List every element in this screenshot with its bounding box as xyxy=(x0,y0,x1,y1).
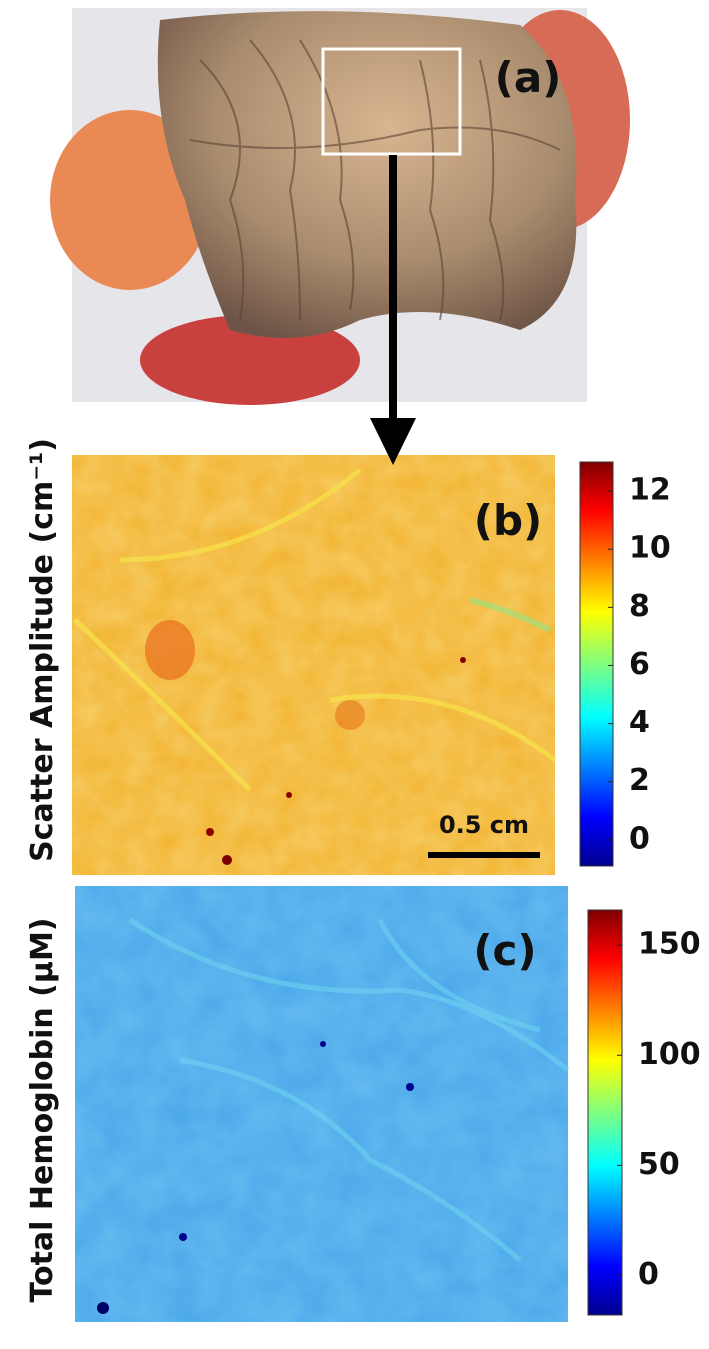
colorbar-tick-label: 2 xyxy=(629,763,650,798)
colorbar-tick-label: 6 xyxy=(629,647,650,682)
colorbar-tick-label: 12 xyxy=(629,473,671,508)
colorbar-tick-label: 4 xyxy=(629,705,650,740)
colorbar-tick-label: 8 xyxy=(629,589,650,624)
colorbar-tick-label: 10 xyxy=(629,531,671,566)
panel-label: (b) xyxy=(474,496,542,545)
colorbar-tick-label: 0 xyxy=(638,1257,659,1292)
figure: (a) 0.5 cm (b) Scatter Amplitude (cm⁻¹) … xyxy=(0,0,709,1349)
colorbar xyxy=(580,462,613,866)
scale-bar-label: 0.5 cm xyxy=(439,811,529,839)
colorbar-tick-label: 150 xyxy=(638,927,701,962)
colorbar-tick-label: 50 xyxy=(638,1147,680,1182)
y-axis-label: Total Hemoglobin (µM) xyxy=(25,917,60,1302)
panel-label: (c) xyxy=(473,926,536,975)
y-axis-label: Scatter Amplitude (cm⁻¹) xyxy=(25,438,60,862)
panel-label: (a) xyxy=(495,53,562,102)
colorbar-tick-label: 0 xyxy=(629,821,650,856)
colorbar-tick-label: 100 xyxy=(638,1037,701,1072)
colorbar xyxy=(588,910,622,1315)
